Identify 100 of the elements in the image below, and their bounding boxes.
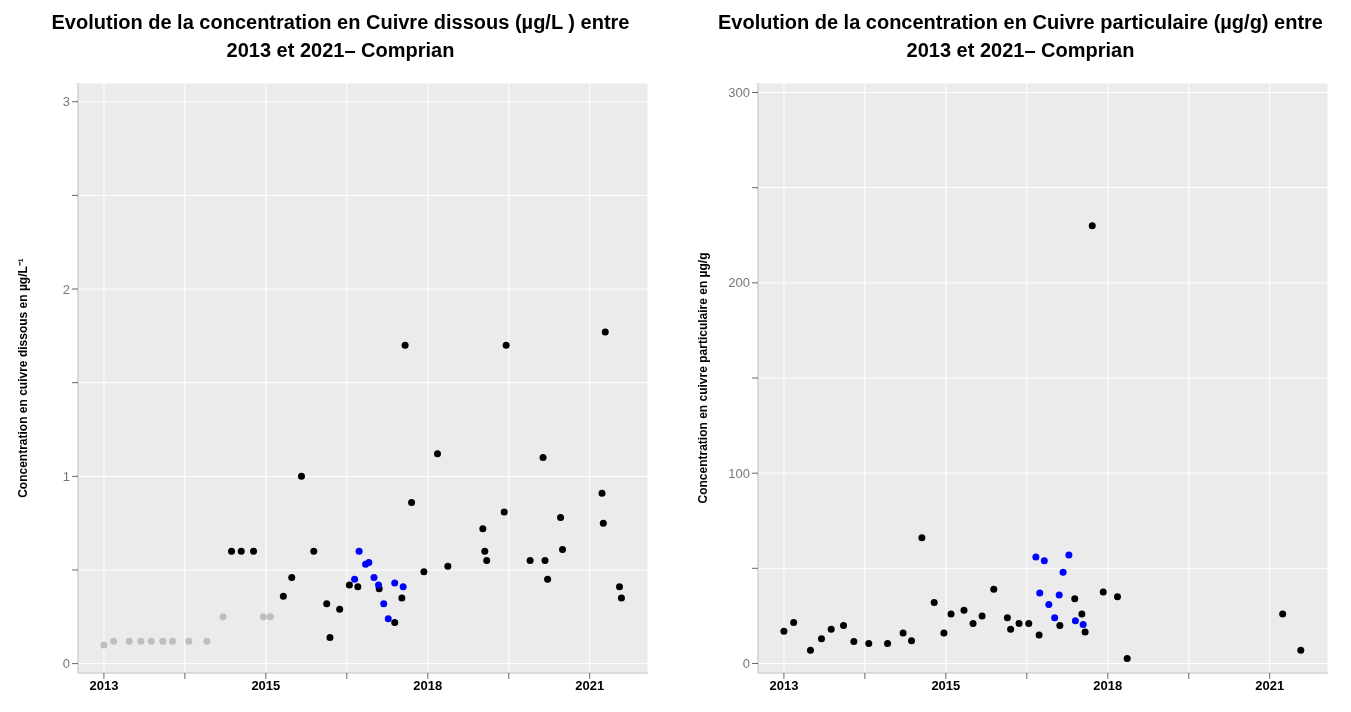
point [817, 635, 825, 643]
point [1071, 595, 1079, 603]
x-tick-label: 2018 [1093, 678, 1123, 694]
point [391, 579, 399, 587]
y-tick-label: 300 [728, 85, 750, 101]
point [125, 637, 133, 645]
point [806, 646, 814, 654]
point [526, 557, 534, 565]
point [1123, 655, 1131, 663]
point [408, 499, 416, 507]
point [237, 547, 245, 555]
point [1056, 621, 1064, 629]
point [345, 581, 353, 589]
point [978, 612, 986, 620]
point [1045, 600, 1053, 608]
point [147, 637, 155, 645]
point [384, 615, 392, 623]
point [947, 610, 955, 618]
y-tick-label: 200 [728, 275, 750, 291]
point [1032, 553, 1040, 561]
point [1081, 628, 1089, 636]
point [884, 640, 892, 647]
x-tick-label: 2015 [931, 678, 961, 694]
y-axis-title: Concentration en cuivre dissous en µg/L⁻¹ [16, 258, 31, 498]
x-tick-label: 2013 [769, 678, 799, 694]
point [1025, 620, 1033, 628]
point [827, 625, 835, 633]
point [617, 594, 625, 602]
point [100, 641, 108, 649]
point [908, 637, 916, 645]
point [1036, 589, 1044, 597]
point [355, 547, 363, 555]
point [336, 605, 344, 613]
chart-title: Evolution de la concentration en Cuivre dissous (µg/L ) entre 2013 et 2021– Comprian [50, 10, 631, 63]
point [557, 514, 565, 522]
point [159, 637, 167, 645]
point [323, 600, 331, 608]
point [502, 341, 510, 349]
point [544, 575, 552, 583]
x-tick-label: 2021 [575, 678, 605, 694]
point [1055, 591, 1063, 599]
point [110, 637, 118, 645]
point [137, 637, 145, 645]
point [444, 562, 452, 570]
point [1035, 631, 1043, 639]
point [326, 633, 334, 641]
point [780, 627, 788, 635]
y-tick-label: 0 [62, 656, 70, 672]
point [598, 489, 606, 497]
point [918, 534, 926, 542]
y-tick-label: 0 [742, 656, 750, 672]
point [297, 472, 305, 480]
point [375, 581, 383, 589]
point [219, 613, 227, 621]
point [1059, 568, 1067, 576]
point [960, 606, 968, 614]
point [899, 629, 907, 637]
point [1078, 610, 1086, 618]
point [1007, 625, 1015, 633]
point [399, 583, 407, 591]
point [1088, 222, 1096, 230]
point [850, 638, 858, 646]
point [559, 545, 566, 553]
point [370, 573, 378, 581]
chart-title: Evolution de la concentration en Cuivre particulaire (µg/g) entre 2013 et 2021– Comprian [717, 10, 1324, 63]
x-tick-label: 2015 [251, 678, 281, 694]
point [398, 594, 406, 602]
x-tick-label: 2018 [413, 678, 443, 694]
point [1297, 646, 1305, 654]
point [380, 600, 388, 608]
point [310, 547, 318, 555]
point [1071, 617, 1079, 625]
point [1279, 610, 1287, 618]
point [940, 629, 948, 637]
point [840, 621, 847, 629]
point [790, 619, 798, 627]
point [483, 557, 491, 565]
point [969, 620, 977, 628]
point [169, 637, 177, 645]
point [401, 341, 409, 349]
point [1099, 588, 1107, 596]
point [288, 573, 296, 581]
point [185, 637, 193, 645]
point [1040, 557, 1048, 565]
point [930, 599, 938, 607]
y-tick-label: 3 [62, 94, 70, 110]
y-tick-label: 100 [728, 465, 750, 481]
point [539, 454, 547, 462]
point [500, 508, 508, 516]
point [1003, 614, 1011, 622]
point [601, 328, 609, 336]
point [599, 519, 607, 527]
point [279, 592, 287, 600]
point [1065, 551, 1073, 559]
point [1079, 620, 1087, 628]
point [616, 583, 623, 591]
point [391, 618, 399, 626]
point [250, 547, 258, 555]
point [990, 585, 998, 593]
point [1015, 620, 1023, 628]
